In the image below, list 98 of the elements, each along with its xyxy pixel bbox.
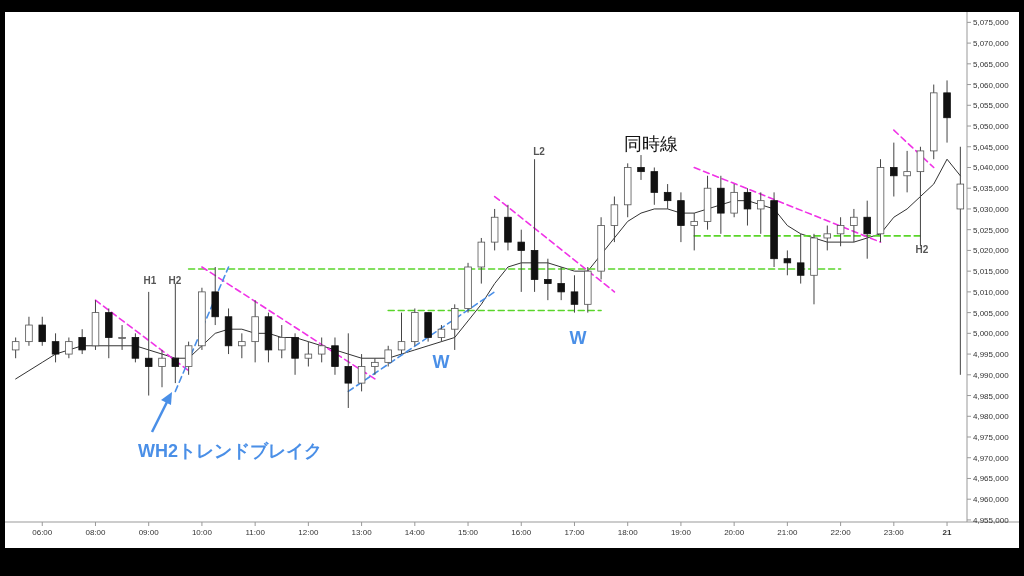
candlestick	[823, 225, 832, 251]
candlestick	[850, 208, 858, 243]
candlestick	[65, 336, 73, 359]
annotation: W	[432, 352, 450, 372]
candlestick	[357, 353, 366, 392]
y-tick-label: 5,045,000	[973, 142, 1010, 152]
x-tick-label: 19:00	[670, 528, 692, 537]
candlestick	[836, 216, 845, 247]
candlestick	[397, 312, 406, 355]
y-tick-label: 4,985,000	[973, 391, 1010, 401]
x-tick-label: 09:00	[138, 528, 160, 537]
x-tick-label: 13:00	[351, 528, 373, 537]
candlestick	[317, 336, 326, 363]
candlestick	[557, 266, 565, 301]
y-tick-label: 5,055,000	[973, 101, 1010, 111]
x-tick-label: 11:00	[245, 528, 266, 537]
candlestick	[131, 332, 140, 363]
candlestick	[730, 183, 738, 218]
candlestick	[451, 303, 459, 351]
y-tick-label: 4,970,000	[973, 453, 1010, 463]
annotation: W	[569, 328, 587, 348]
y-tick-label: 4,960,000	[973, 495, 1010, 505]
candlestick	[38, 316, 46, 347]
x-tick-label: 08:00	[85, 528, 107, 537]
candlestick	[144, 291, 153, 397]
candlestick	[278, 324, 286, 359]
x-tick-label: 15:00	[458, 528, 479, 537]
annotation: L2	[533, 146, 546, 157]
y-tick-label: 5,010,000	[973, 287, 1010, 297]
candlestick	[863, 200, 871, 260]
candlestick	[637, 154, 645, 181]
x-tick-label: 16:00	[511, 528, 532, 537]
y-tick-label: 5,005,000	[973, 308, 1010, 318]
y-tick-label: 5,050,000	[973, 122, 1010, 132]
x-tick-label: 22:00	[830, 528, 852, 537]
candlestick	[916, 146, 925, 247]
y-tick-label: 5,030,000	[973, 204, 1010, 214]
y-tick-label: 4,955,000	[973, 515, 1010, 525]
candlestick	[158, 349, 166, 388]
annotation: WH2トレンドブレイク	[138, 441, 322, 461]
y-tick-label: 5,025,000	[973, 225, 1010, 235]
y-tick-label: 5,040,000	[973, 163, 1010, 173]
candlestick	[690, 212, 698, 251]
candlestick	[650, 166, 659, 206]
y-tick-label: 5,065,000	[973, 59, 1010, 69]
annotation: 同時線	[624, 134, 678, 154]
x-tick-label: 20:00	[724, 528, 745, 537]
candlestick	[291, 332, 299, 376]
candlestick	[371, 357, 379, 376]
y-tick-label: 5,060,000	[973, 80, 1010, 90]
candlestick	[78, 328, 86, 355]
annotation: H2	[915, 244, 929, 255]
y-tick-label: 5,020,000	[973, 246, 1010, 256]
candlestick	[331, 336, 339, 376]
candlestick	[570, 274, 579, 314]
candlestick	[544, 258, 552, 301]
candlestick	[171, 283, 180, 384]
y-tick-label: 5,070,000	[973, 39, 1010, 49]
candlestick	[757, 191, 765, 235]
y-tick-label: 4,980,000	[973, 412, 1010, 422]
candlestick	[663, 183, 672, 210]
annotation: H1	[143, 275, 157, 286]
y-tick-label: 4,975,000	[973, 433, 1010, 442]
x-tick-label: 12:00	[298, 528, 319, 537]
candlestick	[890, 142, 898, 198]
y-tick-label: 5,015,000	[973, 267, 1010, 277]
candlestick	[11, 336, 20, 359]
x-tick-label: 17:00	[564, 528, 586, 537]
candlestick	[118, 324, 126, 351]
line-series	[15, 158, 961, 380]
candlestick	[783, 249, 792, 276]
x-tick-label: 06:00	[32, 528, 53, 537]
x-tick-label: 23:00	[883, 528, 905, 537]
annotation: H2	[168, 275, 182, 286]
candlestick	[956, 146, 965, 376]
x-tick-label: 14:00	[404, 528, 426, 537]
x-tick-label: 21:00	[777, 528, 798, 537]
candlestick	[384, 345, 392, 368]
candlestick	[184, 341, 193, 376]
candlestick	[25, 316, 33, 347]
y-tick-label: 5,000,000	[973, 329, 1010, 339]
candlestick	[610, 196, 619, 243]
candlestick	[344, 332, 353, 409]
y-tick-label: 4,995,000	[973, 350, 1010, 360]
candlestick	[903, 150, 911, 193]
candlestick	[796, 233, 805, 285]
x-tick-label: 18:00	[617, 528, 639, 537]
candlestick	[517, 229, 525, 293]
candlestick	[304, 341, 313, 368]
x-tick-label: 21	[942, 528, 953, 537]
y-tick-label: 4,990,000	[973, 370, 1010, 380]
candlestick	[743, 187, 752, 227]
y-tick-label: 5,075,000	[973, 18, 1010, 28]
x-tick-label: 10:00	[191, 528, 213, 537]
y-tick-label: 5,035,000	[973, 184, 1010, 194]
y-tick-label: 4,965,000	[973, 474, 1010, 484]
candlestick	[238, 332, 246, 359]
candlestick	[51, 332, 60, 363]
